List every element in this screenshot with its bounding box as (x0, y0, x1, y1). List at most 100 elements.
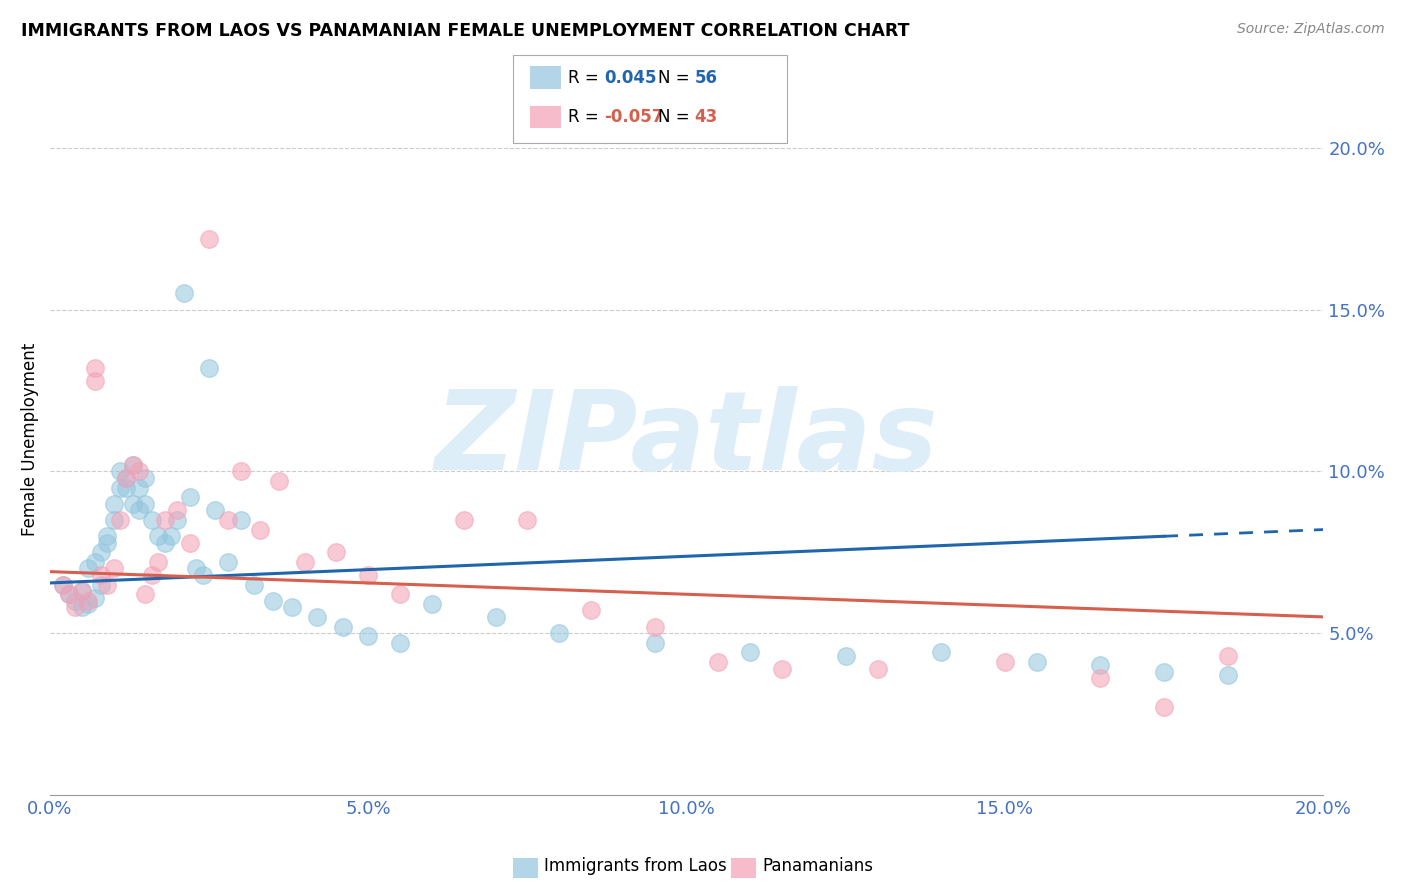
Text: ZIPatlas: ZIPatlas (434, 385, 938, 492)
Text: Panamanians: Panamanians (762, 857, 873, 875)
Point (96, 577, 118, 591)
Point (191, 567, 214, 582)
Point (357, 629, 380, 643)
Point (994, 655, 1017, 669)
Point (70, 584, 93, 599)
Point (1153, 700, 1175, 714)
Point (229, 464, 252, 478)
Point (134, 497, 156, 511)
Point (134, 471, 156, 485)
Point (548, 626, 571, 640)
Text: N =: N = (658, 69, 695, 87)
Point (166, 503, 188, 517)
Point (160, 529, 183, 543)
Point (929, 645, 952, 659)
Point (115, 471, 138, 485)
Point (485, 610, 508, 624)
Point (1216, 668, 1239, 682)
Point (249, 523, 271, 537)
Point (242, 577, 264, 591)
Point (1153, 665, 1175, 679)
Point (70, 584, 93, 599)
Point (58, 587, 80, 601)
Point (108, 481, 131, 495)
Point (77, 597, 100, 611)
Point (70, 600, 93, 615)
Point (141, 567, 163, 582)
Point (103, 561, 125, 575)
Point (77, 561, 100, 575)
Point (579, 603, 602, 617)
Point (83, 591, 105, 605)
Text: Source: ZipAtlas.com: Source: ZipAtlas.com (1237, 22, 1385, 37)
Point (217, 555, 239, 569)
Point (90, 567, 112, 582)
Point (1090, 671, 1112, 685)
Text: R =: R = (568, 69, 605, 87)
Point (108, 464, 131, 478)
Point (166, 513, 188, 527)
Y-axis label: Female Unemployment: Female Unemployment (21, 343, 39, 536)
Point (83, 374, 105, 388)
Point (770, 662, 793, 676)
Point (52, 577, 75, 591)
Point (198, 231, 221, 245)
Point (516, 513, 538, 527)
Point (52, 577, 75, 591)
Point (65, 593, 87, 607)
Point (269, 474, 291, 488)
Point (115, 471, 138, 485)
Point (96, 535, 118, 549)
Point (90, 545, 112, 559)
Point (134, 587, 156, 601)
Point (204, 503, 226, 517)
Point (128, 464, 150, 478)
Point (108, 513, 131, 527)
Text: 56: 56 (695, 69, 717, 87)
Point (148, 555, 170, 569)
Text: 0.045: 0.045 (605, 69, 657, 87)
Point (389, 636, 412, 650)
Point (103, 513, 125, 527)
Point (90, 577, 112, 591)
Point (198, 360, 221, 375)
Point (148, 529, 170, 543)
Text: -0.057: -0.057 (605, 108, 664, 126)
Point (262, 593, 284, 607)
Point (866, 662, 889, 676)
Point (835, 648, 858, 663)
Point (128, 481, 150, 495)
Point (186, 561, 208, 575)
Point (83, 360, 105, 375)
Point (121, 458, 143, 472)
Point (644, 636, 666, 650)
Point (121, 497, 143, 511)
Point (179, 535, 201, 549)
Point (179, 490, 201, 504)
Point (740, 645, 762, 659)
Point (58, 587, 80, 601)
Point (173, 286, 195, 301)
Point (420, 597, 443, 611)
Point (65, 600, 87, 615)
Point (121, 458, 143, 472)
Point (332, 619, 354, 633)
Text: N =: N = (658, 108, 695, 126)
Point (707, 655, 730, 669)
Point (294, 555, 316, 569)
Point (1025, 655, 1047, 669)
Point (153, 513, 176, 527)
Point (128, 503, 150, 517)
Text: IMMIGRANTS FROM LAOS VS PANAMANIAN FEMALE UNEMPLOYMENT CORRELATION CHART: IMMIGRANTS FROM LAOS VS PANAMANIAN FEMAL… (21, 22, 910, 40)
Point (357, 567, 380, 582)
Point (217, 513, 239, 527)
Point (77, 593, 100, 607)
Point (307, 610, 329, 624)
Point (453, 513, 475, 527)
Point (644, 619, 666, 633)
Point (389, 587, 412, 601)
Text: Immigrants from Laos: Immigrants from Laos (544, 857, 727, 875)
Point (96, 529, 118, 543)
Point (1090, 658, 1112, 673)
Point (115, 481, 138, 495)
